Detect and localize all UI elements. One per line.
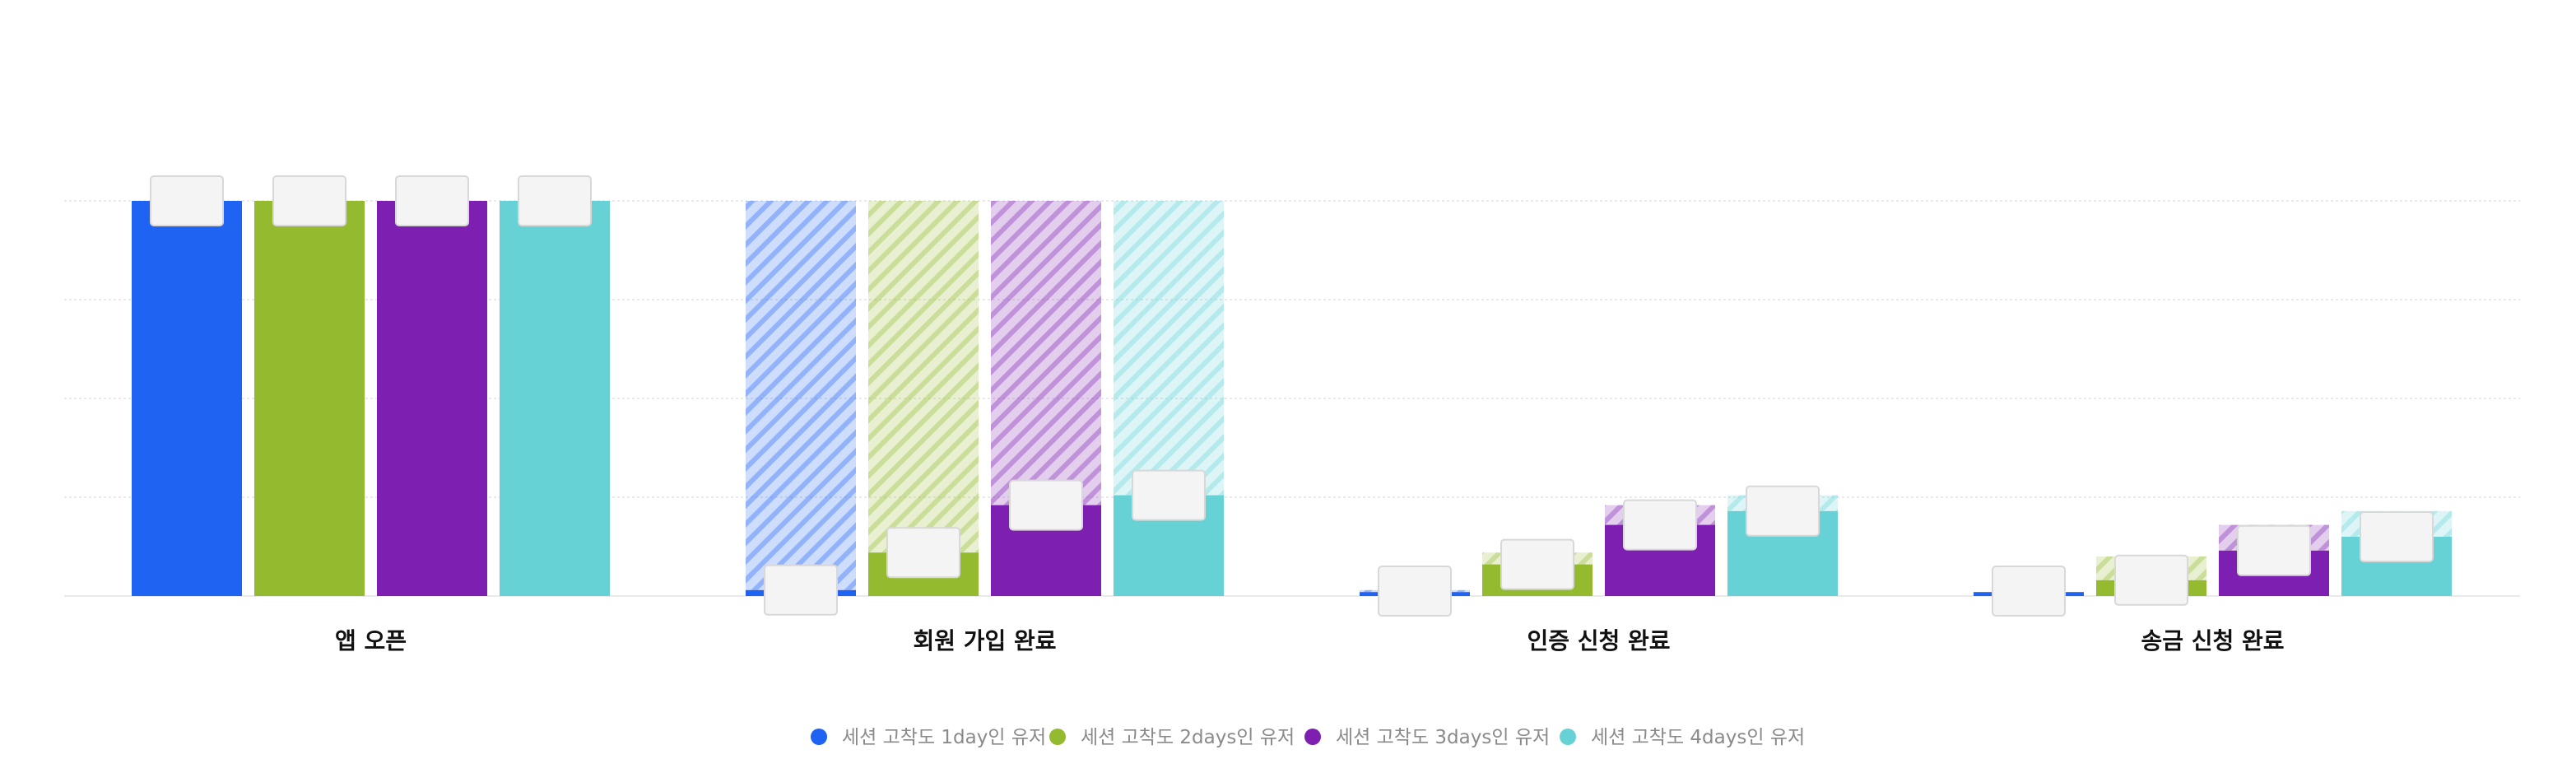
- value-tooltip: [272, 175, 346, 226]
- bar[interactable]: [377, 201, 487, 596]
- legend-label: 세션 고착도 4days인 유저: [1591, 727, 1805, 748]
- bar[interactable]: [132, 201, 242, 596]
- bar[interactable]: [500, 201, 610, 596]
- value-tooltip: [518, 175, 592, 226]
- legend-item[interactable]: 세션 고착도 2days인 유저: [1049, 727, 1295, 748]
- value-tooltip: [1623, 499, 1697, 551]
- legend-dot: [1560, 729, 1576, 745]
- legend-item[interactable]: 세션 고착도 4days인 유저: [1560, 727, 1805, 748]
- bar[interactable]: [254, 201, 365, 596]
- legend-dot: [1304, 729, 1321, 745]
- legend-dot: [811, 729, 827, 745]
- value-tooltip: [886, 527, 960, 579]
- category-label: 회원 가입 완료: [913, 627, 1056, 654]
- legend-item[interactable]: 세션 고착도 1day인 유저: [811, 727, 1046, 748]
- value-tooltip: [1009, 479, 1083, 531]
- prior-step-bar: [1114, 201, 1224, 496]
- category-label: 앱 오픈: [335, 627, 407, 654]
- value-tooltip: [1992, 566, 2066, 617]
- value-tooltip: [764, 564, 838, 616]
- value-tooltip: [2114, 554, 2188, 606]
- value-tooltip: [1378, 566, 1452, 617]
- category-labels: 앱 오픈 회원 가입 완료 인증 신청 완료 송금 신청 완료: [335, 627, 2285, 654]
- category-label: 송금 신청 완료: [2141, 627, 2284, 654]
- legend-label: 세션 고착도 3days인 유저: [1336, 727, 1550, 748]
- value-tooltip: [2360, 511, 2434, 562]
- value-tooltip: [1500, 538, 1574, 590]
- legend-dot: [1049, 729, 1066, 745]
- prior-step-bar: [991, 201, 1101, 505]
- prior-step-bar: [868, 201, 979, 553]
- prior-step-bar: [746, 201, 856, 590]
- value-tooltip: [2237, 524, 2311, 576]
- value-tooltip: [1132, 469, 1206, 521]
- legend-item[interactable]: 세션 고착도 3days인 유저: [1304, 727, 1550, 748]
- bar-value-tooltips: [150, 175, 2434, 617]
- value-tooltip: [395, 175, 469, 226]
- category-label: 인증 신청 완료: [1527, 627, 1670, 654]
- legend: 세션 고착도 1day인 유저 세션 고착도 2days인 유저 세션 고착도 3d…: [811, 727, 1805, 748]
- legend-label: 세션 고착도 2days인 유저: [1081, 727, 1295, 748]
- value-tooltip: [150, 175, 224, 226]
- value-tooltip: [1746, 485, 1820, 537]
- legend-label: 세션 고착도 1day인 유저: [842, 727, 1046, 748]
